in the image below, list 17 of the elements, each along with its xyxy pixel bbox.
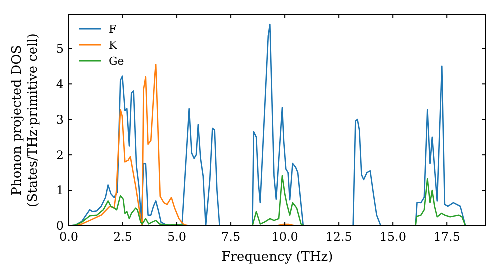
y-axis-title: Phonon projected DOS (States/THz·primitive cell): [10, 33, 41, 208]
legend-label: F: [109, 22, 117, 36]
y-tick-label: 1: [56, 184, 64, 198]
x-tick-label: 12.5: [326, 230, 352, 244]
x-tick-label: 15.0: [380, 230, 406, 244]
x-tick-label: 2.5: [113, 230, 133, 244]
y-tick-label: 3: [56, 112, 64, 127]
x-tick-label: 7.5: [222, 230, 241, 244]
y-tick-label: 5: [56, 42, 64, 56]
x-tick-label: 5.0: [167, 230, 187, 244]
y-tick-label: 2: [56, 148, 64, 162]
legend-label: Ge: [109, 54, 124, 68]
x-axis-title: Frequency (THz): [222, 250, 334, 265]
x-tick-label: 17.5: [434, 230, 460, 244]
y-tick-label: 4: [56, 77, 64, 92]
legend-label: K: [109, 38, 118, 52]
x-tick-label: 10.0: [272, 230, 298, 244]
